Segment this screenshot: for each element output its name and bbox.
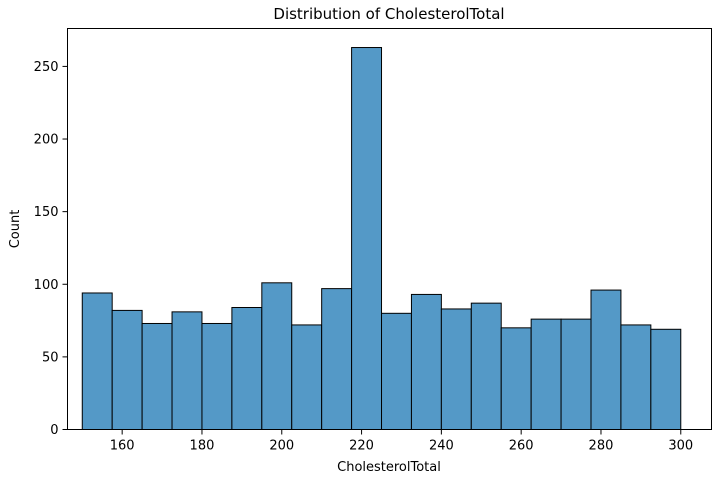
x-tick-label-180: 180 [190, 439, 215, 454]
x-tick-label-280: 280 [589, 439, 614, 454]
histogram-bar-13 [470, 302, 502, 431]
histogram-bar-2 [141, 322, 173, 430]
histogram-bar-16 [560, 318, 592, 430]
y-axis-ticks: 0 50 100 150 200 250 [34, 60, 68, 438]
histogram-bar-0 [81, 292, 113, 430]
y-tick-label-150: 150 [34, 205, 59, 220]
histogram-bar-19 [650, 328, 682, 431]
x-tick-label-300: 300 [668, 439, 693, 454]
histogram-bar-6 [261, 282, 293, 430]
x-tick-label-160: 160 [110, 439, 135, 454]
histogram-bar-10 [381, 312, 412, 430]
histogram-bar-11 [410, 293, 442, 431]
histogram-bar-8 [321, 288, 353, 430]
x-tick-label-220: 220 [349, 439, 374, 454]
histogram-bar-15 [530, 318, 562, 430]
y-tick-label-0: 0 [50, 423, 58, 438]
y-tick-label-50: 50 [42, 350, 59, 365]
histogram-bar-4 [201, 322, 233, 430]
histogram-bar-9 [351, 47, 383, 430]
x-tick-label-260: 260 [509, 439, 534, 454]
x-tick-label-200: 200 [269, 439, 294, 454]
x-axis-label: CholesterolTotal [337, 460, 441, 475]
y-axis-label: Count [8, 210, 23, 249]
histogram-bar-18 [620, 324, 652, 431]
y-tick-label-250: 250 [34, 60, 59, 75]
chart-title: Distribution of CholesterolTotal [273, 5, 504, 23]
histogram-bar-3 [171, 311, 203, 431]
x-axis-ticks: 160 180 200 220 240 260 280 300 [110, 429, 693, 454]
histogram-bar-12 [440, 308, 472, 430]
histogram-bar-14 [500, 327, 532, 430]
histogram-bar-17 [590, 289, 622, 431]
histogram-bar-7 [291, 324, 323, 431]
plot-frame [67, 28, 712, 430]
x-tick-label-240: 240 [429, 439, 454, 454]
y-tick-label-200: 200 [34, 133, 59, 148]
y-tick-label-100: 100 [34, 278, 59, 293]
histogram-bar-5 [231, 307, 263, 431]
bars-layer [81, 47, 682, 431]
histogram-bar-1 [111, 309, 143, 430]
